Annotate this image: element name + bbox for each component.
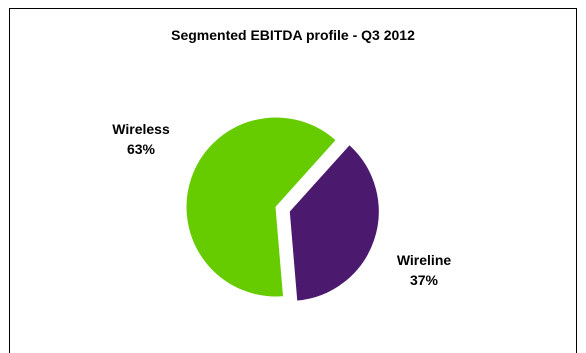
wireless-label: Wireless: [112, 121, 170, 137]
wireless-percent: 63%: [127, 141, 156, 157]
pie-chart: Wireless 63% Wireline 37%: [112, 116, 452, 302]
wireline-label: Wireline: [397, 252, 452, 268]
chart-title: Segmented EBITDA profile - Q3 2012: [171, 27, 415, 43]
pie-slice-wireline: [288, 143, 380, 302]
pie-slice-wireless: [185, 116, 337, 298]
wireline-percent: 37%: [410, 272, 439, 288]
